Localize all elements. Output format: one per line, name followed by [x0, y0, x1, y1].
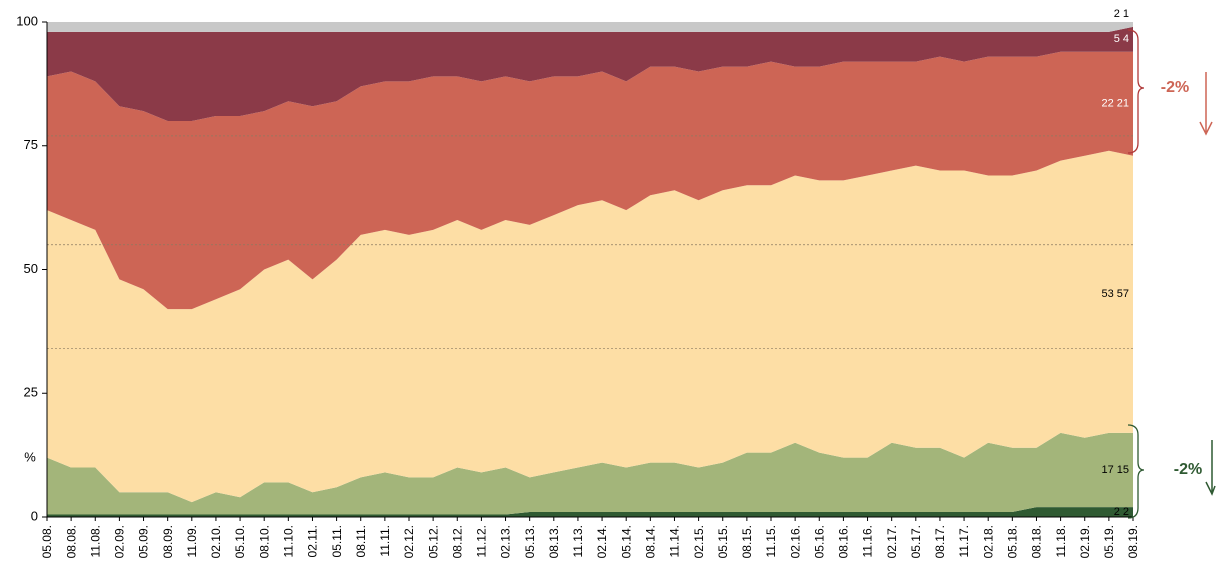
area — [47, 432, 1133, 515]
x-tick-label: 11.14. — [668, 525, 682, 557]
area — [47, 26, 1133, 121]
x-tick-label: 11.16. — [861, 525, 875, 557]
x-tick-label: 05.11. — [330, 525, 344, 557]
arrow-down — [1205, 440, 1216, 496]
x-tick-label: 11.13. — [571, 525, 585, 557]
x-tick-label: 05.10. — [233, 525, 247, 558]
annotation: -2% — [1161, 79, 1189, 96]
x-tick-label: 02.16. — [788, 525, 802, 558]
y-tick-label: 75 — [24, 137, 38, 152]
x-tick-label: 08.14. — [644, 525, 658, 558]
x-tick-label: 05.09. — [137, 525, 151, 558]
annotation: -2% — [1174, 461, 1202, 478]
x-tick-label: 08.15. — [740, 525, 754, 558]
x-tick-label: 08.09. — [161, 525, 175, 558]
series-label: 2 2 — [1114, 506, 1129, 518]
x-tick-label: 05.08. — [40, 525, 54, 558]
x-tick-label: 11.15. — [764, 525, 778, 557]
bracket-bottom — [1127, 424, 1145, 519]
x-tick-label: 05.12. — [426, 525, 440, 558]
series-label: 53 57 — [1101, 288, 1129, 300]
x-tick-label: 11.11. — [378, 525, 392, 557]
x-tick-label: 11.10. — [282, 525, 296, 557]
x-tick-label: 11.17. — [957, 525, 971, 557]
x-tick-label: 02.11. — [306, 525, 320, 557]
x-tick-label: 08.13. — [547, 525, 561, 558]
x-tick-label: 05.19. — [1102, 525, 1116, 558]
arrow-down — [1199, 72, 1213, 136]
x-tick-label: 05.14. — [619, 525, 633, 558]
x-tick-label: 08.18. — [1030, 525, 1044, 558]
x-tick-label: 05.15. — [716, 525, 730, 558]
x-tick-label: 11.08. — [88, 525, 102, 557]
x-tick-label: 08.12. — [450, 525, 464, 558]
area — [47, 150, 1133, 503]
x-tick-label: 02.13. — [499, 525, 513, 558]
x-tick-label: 11.12. — [475, 525, 489, 557]
x-tick-label: 05.18. — [1006, 525, 1020, 558]
x-tick-label: 02.09. — [113, 525, 127, 558]
x-tick-label: 08.10. — [257, 525, 271, 558]
x-tick-label: 08.19. — [1126, 525, 1140, 558]
x-tick-label: 02.18. — [981, 525, 995, 558]
y-tick-label: 100 — [16, 13, 38, 28]
area — [47, 507, 1133, 517]
series-label: 17 15 — [1101, 464, 1129, 476]
x-tick-label: 08.16. — [837, 525, 851, 558]
area — [47, 51, 1133, 310]
x-tick-label: 08.08. — [64, 525, 78, 558]
x-tick-label: 02.15. — [692, 525, 706, 558]
x-tick-label: 08.11. — [354, 525, 368, 557]
series-label: 5 4 — [1114, 33, 1129, 45]
area — [47, 22, 1133, 32]
y-axis-label: % — [24, 449, 36, 464]
x-tick-label: 05.13. — [523, 525, 537, 558]
overlay: 2 2 17 15 53 57 22 21 5 4 2 1 0 25 50 75 100 05.08.… — [16, 8, 1140, 558]
x-tick-label: 02.14. — [595, 525, 609, 558]
x-tick-label: 05.17. — [909, 525, 923, 558]
x-tick-label: 02.17. — [885, 525, 899, 558]
x-tick-label: 02.10. — [209, 525, 223, 558]
x-tick-label: 02.12. — [402, 525, 416, 558]
series-label: 2 1 — [1114, 8, 1129, 20]
x-tick-label: 08.17. — [933, 525, 947, 558]
y-tick-label: 25 — [24, 385, 38, 400]
bracket-top — [1127, 29, 1145, 154]
y-tick-label: 50 — [24, 261, 38, 276]
series-label: 22 21 — [1101, 98, 1129, 110]
areas — [47, 22, 1133, 517]
x-tick-label: 02.19. — [1078, 525, 1092, 558]
x-tick-label: 11.18. — [1054, 525, 1068, 557]
x-tick-label: 05.16. — [812, 525, 826, 558]
y-tick-label: 0 — [31, 508, 38, 523]
x-tick-label: 11.09. — [185, 525, 199, 557]
